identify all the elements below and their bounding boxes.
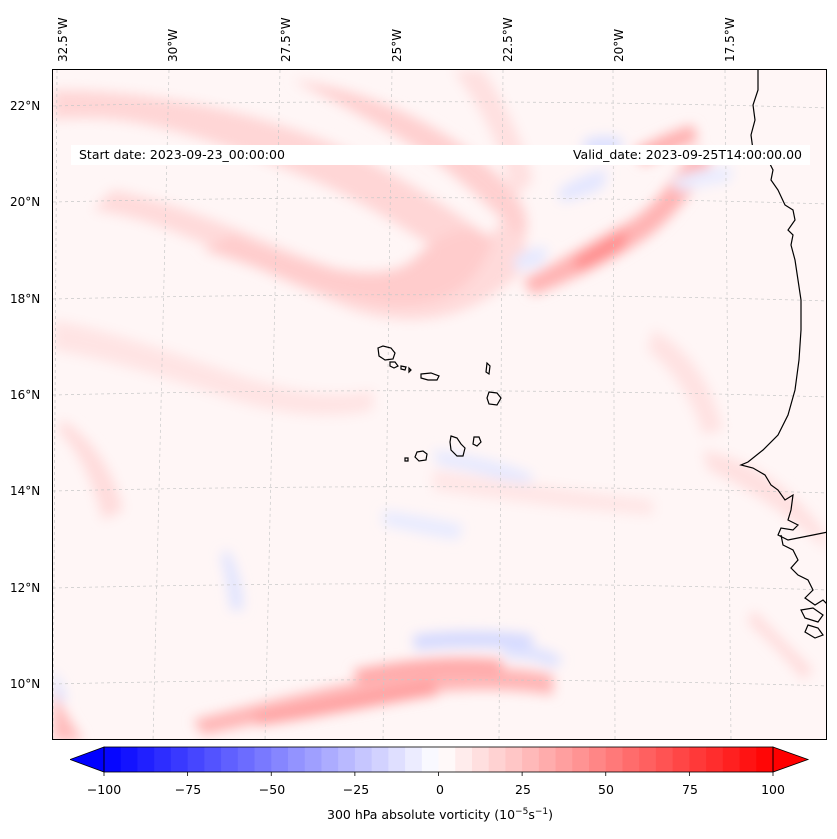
latitude-label: 14°N bbox=[10, 484, 41, 498]
colorbar-segment bbox=[338, 747, 356, 772]
longitude-label: 30°W bbox=[166, 28, 180, 62]
longitude-label: 27.5°W bbox=[279, 17, 293, 62]
colorbar-segment bbox=[187, 747, 205, 772]
longitude-label: 17.5°W bbox=[723, 17, 737, 62]
colorbar-tick-label: −100 bbox=[86, 782, 122, 797]
colorbar-segment bbox=[237, 747, 256, 772]
colorbar-tick-label: 25 bbox=[515, 782, 531, 797]
colorbar-segment bbox=[455, 747, 473, 772]
colorbar-segment bbox=[137, 747, 155, 772]
colorbar-segment bbox=[304, 747, 323, 772]
latitude-label: 20°N bbox=[10, 195, 41, 209]
valid-date-label: Valid_date: 2023-09-25T14:00:00.00 bbox=[361, 145, 810, 165]
colorbar-segment bbox=[488, 747, 507, 772]
longitude-label: 32.5°W bbox=[56, 17, 70, 62]
colorbar-segment bbox=[572, 747, 590, 772]
colorbar-segment bbox=[321, 747, 339, 772]
colorbar-segment bbox=[154, 747, 172, 772]
colorbar-tick-label: 0 bbox=[436, 782, 444, 797]
colorbar-min-extend bbox=[70, 746, 105, 773]
colorbar-tick-label: 50 bbox=[598, 782, 614, 797]
colorbar-segment bbox=[706, 747, 724, 772]
colorbar-segment bbox=[405, 747, 423, 772]
colorbar-segment bbox=[170, 747, 189, 772]
colorbar-segment bbox=[739, 747, 757, 772]
latitude-label: 16°N bbox=[10, 388, 41, 402]
colorbar-segment bbox=[538, 747, 557, 772]
colorbar-label: 300 hPa absolute vorticity (10−5s−1) bbox=[326, 807, 554, 823]
colorbar-segment bbox=[271, 747, 289, 772]
colorbar-segment bbox=[388, 747, 406, 772]
colorbar-segment bbox=[287, 747, 306, 772]
longitude-label: 20°W bbox=[612, 28, 626, 62]
colorbar-segment bbox=[505, 747, 523, 772]
colorbar-segment bbox=[689, 747, 707, 772]
colorbar-segment bbox=[371, 747, 389, 772]
colorbar-max-extend bbox=[772, 746, 810, 773]
latitude-label: 18°N bbox=[10, 292, 41, 306]
colorbar-segment bbox=[555, 747, 573, 772]
latitude-label: 12°N bbox=[10, 581, 41, 595]
colorbar-segment bbox=[254, 747, 272, 772]
colorbar-segment bbox=[522, 747, 540, 772]
gridlines bbox=[53, 70, 826, 739]
vorticity-field bbox=[53, 70, 826, 739]
colorbar-segment bbox=[120, 747, 139, 772]
colorbar-segment bbox=[655, 747, 674, 772]
colorbar-segment bbox=[221, 747, 239, 772]
colorbar bbox=[70, 746, 810, 776]
colorbar-tick-label: −50 bbox=[258, 782, 286, 797]
vorticity-map[interactable]: Start date: 2023-09-23_00:00:00 Valid_da… bbox=[52, 69, 827, 740]
colorbar-segment bbox=[622, 747, 640, 772]
colorbar-tick-label: 75 bbox=[682, 782, 698, 797]
colorbar-segment bbox=[204, 747, 222, 772]
colorbar-tick-label: 100 bbox=[761, 782, 785, 797]
colorbar-segment bbox=[722, 747, 741, 772]
longitude-label: 25°W bbox=[390, 28, 404, 62]
colorbar-segment bbox=[471, 747, 490, 772]
colorbar-segment bbox=[672, 747, 690, 772]
colorbar-segment bbox=[421, 747, 440, 772]
latitude-label: 10°N bbox=[10, 677, 41, 691]
colorbar-segment bbox=[354, 747, 373, 772]
colorbar-segment bbox=[639, 747, 657, 772]
colorbar-segment bbox=[438, 747, 456, 772]
colorbar-segment bbox=[589, 747, 607, 772]
longitude-label: 22.5°W bbox=[501, 17, 515, 62]
latitude-label: 22°N bbox=[10, 99, 41, 113]
colorbar-segment bbox=[605, 747, 624, 772]
colorbar-tick-label: −25 bbox=[342, 782, 370, 797]
colorbar-tick-label: −75 bbox=[174, 782, 202, 797]
start-date-label: Start date: 2023-09-23_00:00:00 bbox=[71, 145, 369, 165]
colorbar-segment bbox=[756, 747, 774, 772]
colorbar-segment bbox=[104, 747, 122, 772]
